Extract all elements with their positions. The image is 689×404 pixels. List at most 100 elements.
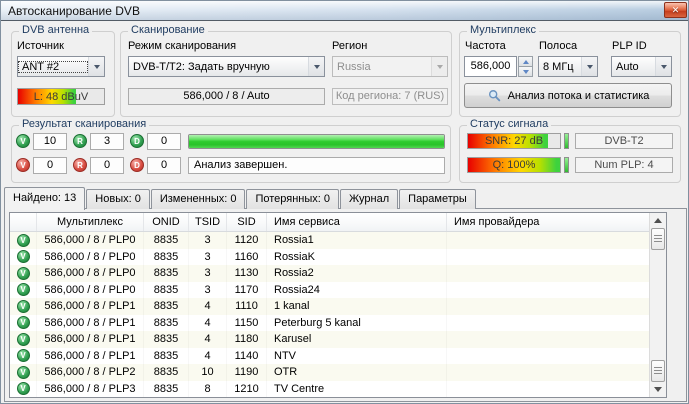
video-service-icon: V xyxy=(17,349,30,362)
header-tsid[interactable]: TSID xyxy=(189,213,227,231)
chevron-down-icon xyxy=(587,65,593,72)
table-row[interactable]: V586,000 / 8 / PLP0883531160RossiaK xyxy=(10,249,649,266)
table-row[interactable]: V586,000 / 8 / PLP0883531170Rossia24 xyxy=(10,282,649,299)
plp-id-value: Auto xyxy=(612,61,655,73)
cell-onid: 8835 xyxy=(144,249,189,266)
radio-ok-count: 3 xyxy=(90,133,124,150)
scroll-down-button[interactable] xyxy=(650,387,666,392)
chevron-down-icon xyxy=(661,65,667,72)
cell-tsid: 4 xyxy=(189,298,227,315)
chevron-down-icon xyxy=(437,65,443,72)
header-onid[interactable]: ONID xyxy=(144,213,189,231)
tab-found[interactable]: Найдено: 13 xyxy=(4,187,85,210)
cell-onid: 8835 xyxy=(144,348,189,365)
region-code-field: Код региона: 7 (RUS) xyxy=(332,88,448,105)
table-row[interactable]: V586,000 / 8 / PLP18835411101 kanal xyxy=(10,298,649,315)
scan-status-field: Анализ завершен. xyxy=(188,157,445,174)
header-multiplex[interactable]: Мультиплекс xyxy=(37,213,144,231)
video-service-icon: V xyxy=(17,366,30,379)
table-row[interactable]: V586,000 / 8 / PLP1883541150Peterburg 5 … xyxy=(10,315,649,332)
cell-service: Rossia24 xyxy=(267,282,447,299)
tab-parameters[interactable]: Параметры xyxy=(399,189,476,209)
scroll-up-button[interactable] xyxy=(650,218,666,223)
header-service-name[interactable]: Имя сервиса xyxy=(267,213,447,231)
tab-bar: Найдено: 13Новых: 0Измененных: 0Потерянн… xyxy=(4,187,477,209)
standard-field: DVB-T2 xyxy=(575,133,673,149)
table-row[interactable]: V586,000 / 8 / PLP3883581210TV Centre xyxy=(10,381,649,398)
snr-tick-indicator xyxy=(564,133,569,149)
cell-tsid: 4 xyxy=(189,331,227,348)
scan-mode-combobox[interactable]: DVB-T/T2: Задать вручную xyxy=(128,56,325,77)
channel-table: Мультиплекс ONID TSID SID Имя сервиса Им… xyxy=(9,212,667,398)
header-provider-name[interactable]: Имя провайдера xyxy=(447,213,649,231)
radio-fail-count: 0 xyxy=(90,157,124,174)
region-dropdown-button xyxy=(431,57,447,76)
antenna-group-title: DVB антенна xyxy=(19,24,92,36)
cell-onid: 8835 xyxy=(144,331,189,348)
header-icon[interactable] xyxy=(10,213,37,231)
cell-service: TV Centre xyxy=(267,381,447,398)
table-row[interactable]: V586,000 / 8 / PLP0883531120Rossia1 xyxy=(10,232,649,249)
cell-tsid: 3 xyxy=(189,232,227,249)
spin-up-button[interactable] xyxy=(518,56,533,67)
video-service-icon: V xyxy=(17,382,30,395)
table-body: V586,000 / 8 / PLP0883531120Rossia1V586,… xyxy=(10,232,649,397)
cell-onid: 8835 xyxy=(144,381,189,398)
cell-provider xyxy=(447,265,649,282)
cell-sid: 1170 xyxy=(227,282,267,299)
table-row[interactable]: V586,000 / 8 / PLP0883531130Rossia2 xyxy=(10,265,649,282)
analyze-stream-button[interactable]: Анализ потока и статистика xyxy=(464,83,672,108)
cell-onid: 8835 xyxy=(144,265,189,282)
close-icon: ✕ xyxy=(672,5,680,15)
spin-down-button[interactable] xyxy=(518,67,533,77)
scrollbar-thumb[interactable] xyxy=(651,228,665,250)
scan-progress-bar xyxy=(188,134,445,149)
plp-dropdown-button[interactable] xyxy=(655,57,671,76)
table-row[interactable]: V586,000 / 8 / PLP1883541140NTV xyxy=(10,348,649,365)
cell-provider xyxy=(447,364,649,381)
cell-service: Peterburg 5 kanal xyxy=(267,315,447,332)
cell-tsid: 3 xyxy=(189,265,227,282)
vertical-scrollbar[interactable] xyxy=(649,213,666,397)
data-fail-icon: D xyxy=(130,158,144,172)
cell-onid: 8835 xyxy=(144,298,189,315)
tune-info-field: 586,000 / 8 / Auto xyxy=(128,88,325,105)
scan-mode-dropdown-button[interactable] xyxy=(308,57,324,76)
close-button[interactable]: ✕ xyxy=(664,2,687,18)
cell-service: Rossia2 xyxy=(267,265,447,282)
cell-onid: 8835 xyxy=(144,282,189,299)
cell-status: V xyxy=(10,282,37,299)
table-row[interactable]: V586,000 / 8 / PLP1883541180Karusel xyxy=(10,331,649,348)
source-dropdown-button[interactable] xyxy=(88,57,104,76)
header-sid[interactable]: SID xyxy=(227,213,267,231)
tab-changed[interactable]: Измененных: 0 xyxy=(151,189,246,209)
tab-new[interactable]: Новых: 0 xyxy=(86,189,150,209)
cell-service: 1 kanal xyxy=(267,298,447,315)
source-label: Источник xyxy=(17,40,64,52)
window-title: Автосканирование DVB xyxy=(8,4,140,18)
tab-lost[interactable]: Потерянных: 0 xyxy=(246,189,339,209)
data-fail-count: 0 xyxy=(147,157,181,174)
arrow-up-icon xyxy=(523,57,529,64)
bandwidth-combobox[interactable]: 8 МГц xyxy=(538,56,598,77)
video-service-icon: V xyxy=(17,333,30,346)
cell-mux: 586,000 / 8 / PLP2 xyxy=(37,364,144,381)
snr-text: SNR: 27 dB xyxy=(468,134,560,149)
table-row[interactable]: V586,000 / 8 / PLP28835101190OTR xyxy=(10,364,649,381)
cell-mux: 586,000 / 8 / PLP1 xyxy=(37,315,144,332)
source-combobox[interactable]: ANT #2 xyxy=(17,56,105,77)
cell-onid: 8835 xyxy=(144,364,189,381)
cell-tsid: 3 xyxy=(189,249,227,266)
frequency-input[interactable]: 586,000 xyxy=(464,56,517,77)
cell-status: V xyxy=(10,232,37,249)
plp-id-combobox[interactable]: Auto xyxy=(611,56,672,77)
scan-mode-value: DVB-T/T2: Задать вручную xyxy=(129,61,308,73)
cell-provider xyxy=(447,232,649,249)
grip-icon xyxy=(654,367,662,375)
cell-sid: 1140 xyxy=(227,348,267,365)
bandwidth-dropdown-button[interactable] xyxy=(581,57,597,76)
scrollbar-thumb-lower[interactable] xyxy=(651,360,665,382)
radio-ok-icon: R xyxy=(73,134,87,148)
tab-journal[interactable]: Журнал xyxy=(340,189,398,209)
cell-sid: 1110 xyxy=(227,298,267,315)
